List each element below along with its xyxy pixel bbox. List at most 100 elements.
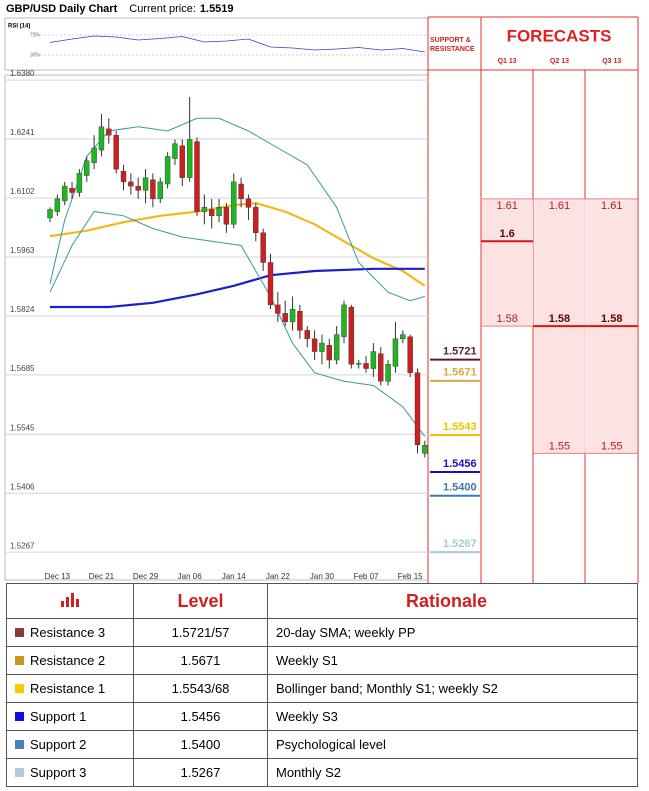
table-cell: Resistance 1 bbox=[6, 674, 134, 703]
table-cell: 1.5671 bbox=[133, 646, 268, 675]
candle-body bbox=[54, 198, 61, 212]
candle-body bbox=[267, 262, 274, 306]
table-cell: Resistance 2 bbox=[6, 646, 134, 675]
cell-text: Psychological level bbox=[276, 737, 386, 752]
header-cell: Rationale bbox=[267, 583, 638, 619]
candle-body bbox=[135, 185, 141, 191]
levels-title: SUPPORT & RESISTANCE bbox=[430, 37, 475, 53]
candle-body bbox=[422, 445, 428, 454]
overlay-line bbox=[50, 267, 425, 309]
level-label: 1.5543 bbox=[443, 421, 477, 433]
table-cell: Weekly S3 bbox=[267, 702, 638, 731]
cell-text: 1.5543/68 bbox=[171, 681, 230, 696]
table-cell: Monthly S2 bbox=[267, 758, 638, 787]
table-cell: 1.5721/57 bbox=[133, 618, 268, 647]
forecast-high-label: 1.61 bbox=[496, 200, 517, 212]
candle-body bbox=[326, 344, 332, 361]
y-tick-label: 1.5545 bbox=[10, 423, 35, 432]
table-row: Resistance 1 1.5543/68 Bollinger band; Mon… bbox=[6, 674, 638, 703]
candle-body bbox=[91, 147, 97, 164]
forecast-quarter: Q3 13 bbox=[602, 58, 621, 65]
overlay-line bbox=[49, 211, 426, 437]
swatch bbox=[15, 712, 24, 721]
candle-body bbox=[385, 364, 391, 382]
table-cell: 20-day SMA; weekly PP bbox=[267, 618, 638, 647]
candle-body bbox=[76, 173, 83, 193]
forecast-high-label: 1.61 bbox=[549, 200, 570, 212]
price-label: Current price: bbox=[129, 3, 196, 15]
candle-body bbox=[245, 198, 252, 208]
table-cell: Support 3 bbox=[6, 758, 134, 787]
price-frame bbox=[4, 74, 429, 581]
x-tick-label: Jan 22 bbox=[266, 572, 291, 581]
candle-body bbox=[414, 372, 421, 446]
table-cell: 1.5400 bbox=[133, 730, 268, 759]
candle-body bbox=[231, 181, 237, 225]
cell-text: 1.5267 bbox=[180, 765, 221, 780]
x-tick-label: Dec 29 bbox=[133, 572, 159, 581]
level-label: 1.5671 bbox=[443, 367, 477, 379]
rsi-frame bbox=[4, 17, 429, 71]
cell-text: 20-day SMA; weekly PP bbox=[276, 625, 416, 640]
candle-body bbox=[128, 181, 134, 187]
candle-body bbox=[304, 330, 310, 340]
candle-body bbox=[120, 171, 127, 183]
table-row: Resistance 2 1.5671 Weekly S1 bbox=[6, 646, 638, 675]
table-header: Level Rationale bbox=[6, 583, 638, 619]
icon bbox=[61, 592, 79, 607]
cell-text: Support 2 bbox=[30, 737, 87, 752]
forecast-quarter: Q2 13 bbox=[550, 58, 569, 65]
cell-text: Support 1 bbox=[30, 709, 87, 724]
candle-body bbox=[297, 311, 303, 331]
candle-body bbox=[260, 232, 266, 263]
table-row: Support 1 1.5456 Weekly S3 bbox=[6, 702, 638, 731]
candle-body bbox=[356, 363, 362, 365]
table-cell: 1.5267 bbox=[133, 758, 268, 787]
cell-text: 1.5721/57 bbox=[171, 625, 230, 640]
x-tick-label: Jan 14 bbox=[222, 572, 247, 581]
y-tick-label: 1.6380 bbox=[10, 69, 35, 78]
forecast-quarter: Q1 13 bbox=[498, 58, 517, 65]
cell-text: Weekly S1 bbox=[276, 653, 338, 668]
candle-body bbox=[164, 156, 171, 185]
candle-body bbox=[157, 181, 163, 200]
swatch bbox=[15, 684, 24, 693]
table-cell: Weekly S1 bbox=[267, 646, 638, 675]
forecast-mid-label: 1.6 bbox=[500, 228, 515, 240]
candle-body bbox=[223, 207, 230, 225]
cell-text: Resistance 2 bbox=[30, 653, 106, 668]
candle-body bbox=[289, 308, 296, 323]
candle-body bbox=[201, 207, 208, 212]
candle-body bbox=[311, 338, 318, 352]
candle-body bbox=[392, 338, 399, 367]
table-cell: Bollinger band; Monthly S1; weekly S2 bbox=[267, 674, 638, 703]
forecast-range bbox=[482, 198, 533, 327]
table-cell: Support 1 bbox=[6, 702, 134, 731]
swatch bbox=[15, 628, 24, 637]
candle-body bbox=[142, 177, 149, 191]
y-tick-label: 1.5963 bbox=[10, 246, 35, 255]
candle-body bbox=[106, 128, 112, 136]
x-tick-label: Jan 06 bbox=[178, 572, 203, 581]
cell-text: Resistance 3 bbox=[30, 625, 106, 640]
level-label: 1.5456 bbox=[443, 458, 477, 470]
swatch bbox=[15, 656, 24, 665]
x-tick-label: Dec 13 bbox=[45, 572, 71, 581]
table-row: Support 2 1.5400 Psychological level bbox=[6, 730, 638, 759]
forecast-low-label: 1.55 bbox=[549, 440, 570, 452]
cell-text: 1.5400 bbox=[180, 737, 221, 752]
level-label: 1.5267 bbox=[443, 538, 477, 550]
candle-body bbox=[363, 363, 369, 369]
candle-body bbox=[186, 139, 193, 178]
table-cell: Psychological level bbox=[267, 730, 638, 759]
cell-text: 1.5456 bbox=[180, 709, 221, 724]
candle-body bbox=[253, 207, 259, 233]
level-label: 1.5400 bbox=[443, 482, 477, 494]
overlay-line bbox=[49, 117, 425, 302]
header: GBP/USD Daily Chart Current price: 1.5519 bbox=[6, 3, 234, 15]
candle-body bbox=[238, 183, 244, 200]
forecast-mid-label: 1.58 bbox=[601, 313, 622, 325]
candle-body bbox=[113, 135, 119, 170]
candle-body bbox=[407, 336, 413, 373]
candle-body bbox=[341, 304, 347, 337]
